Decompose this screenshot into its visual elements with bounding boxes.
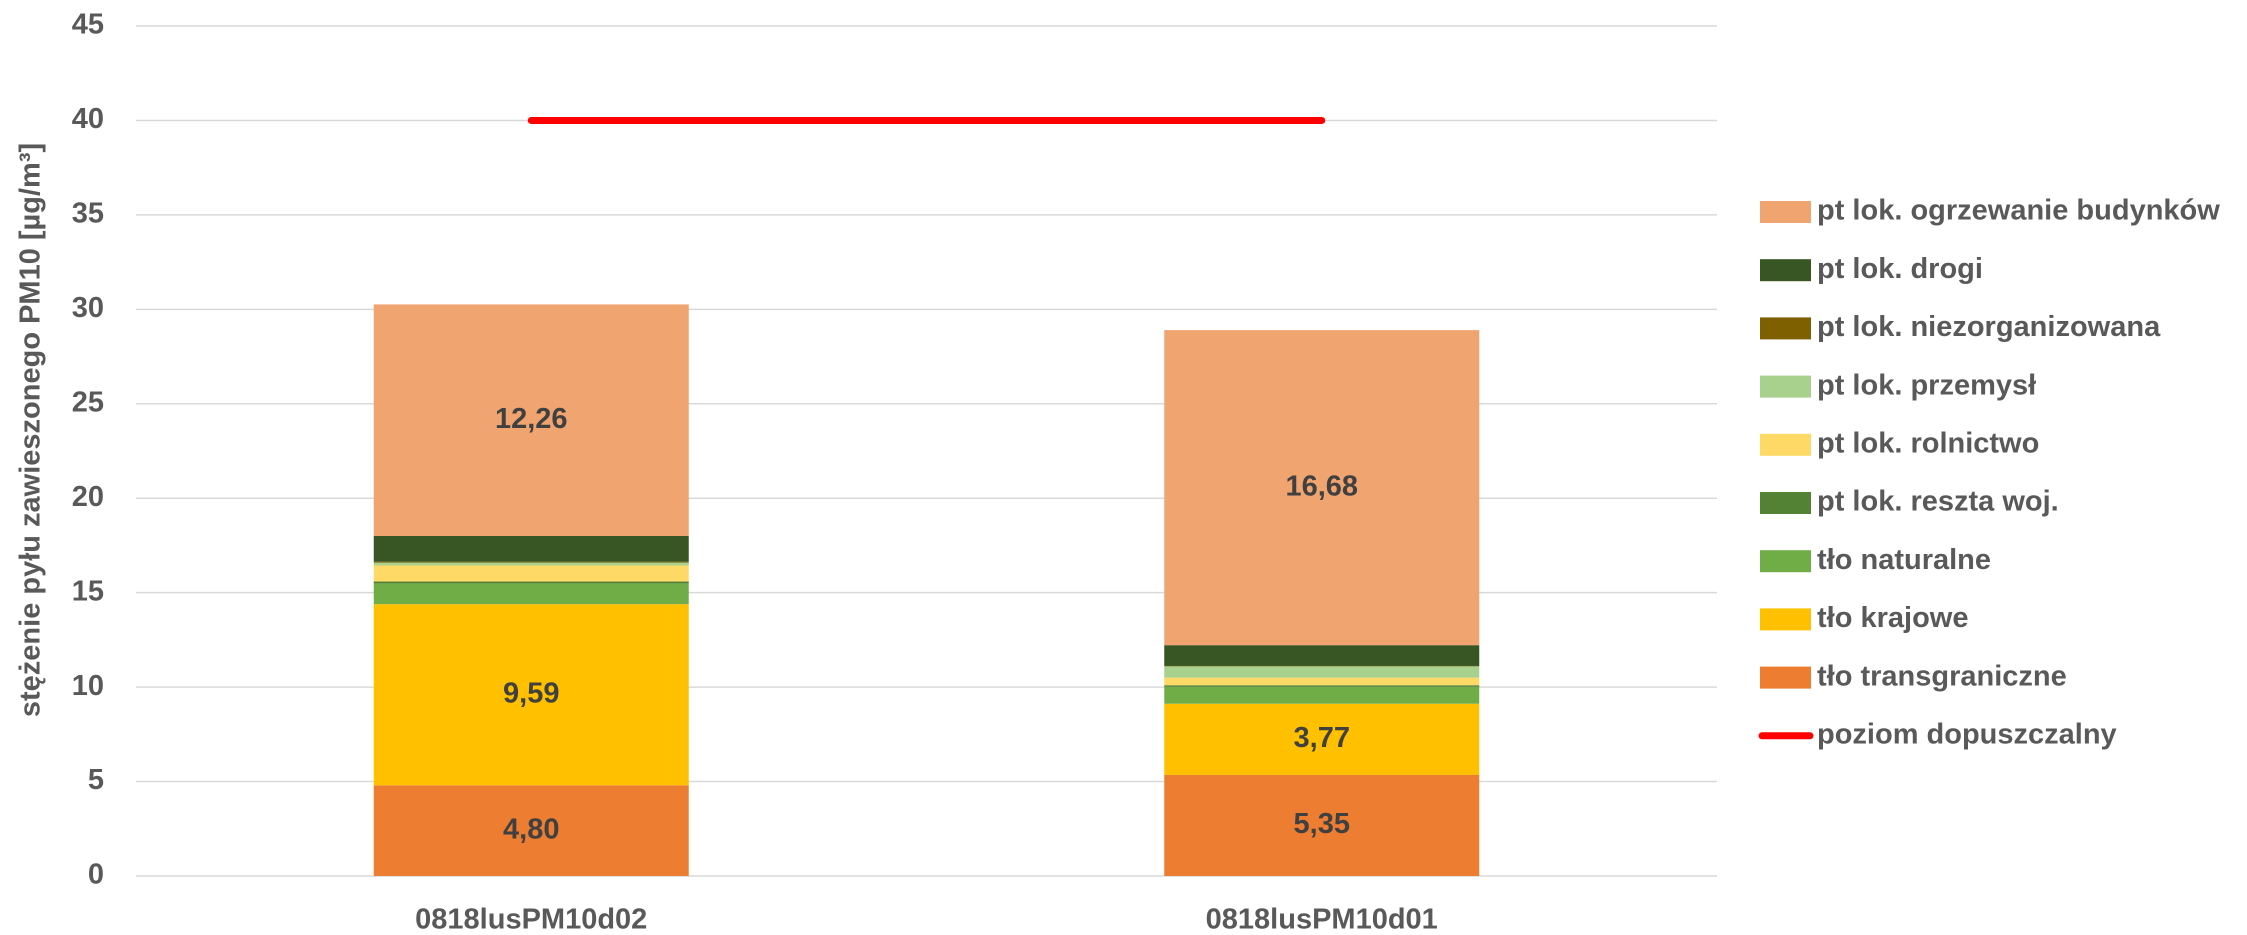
bar-segment (373, 561, 689, 563)
bar-segment (1164, 774, 1480, 876)
data-label: 3,77 (1294, 722, 1350, 754)
legend-label: pt lok. reszta woj. (1817, 486, 2059, 518)
x-tick-label: 0818lusPM10d01 (1206, 904, 1438, 935)
y-tick-label: 10 (72, 670, 104, 702)
legend-label: pt lok. rolnictwo (1817, 427, 2039, 459)
y-tick-label: 30 (72, 292, 104, 324)
legend-swatch (1760, 259, 1811, 282)
legend-swatch (1760, 433, 1811, 456)
bar-segment (373, 562, 689, 566)
legend-label: tło transgraniczne (1817, 660, 2067, 692)
y-tick-label: 45 (72, 9, 104, 41)
legend-swatch (1760, 550, 1811, 573)
bar-segment (373, 565, 689, 582)
bar-segment (373, 536, 689, 562)
data-label: 16,68 (1285, 470, 1358, 502)
data-label: 12,26 (495, 403, 568, 435)
bar-segment (373, 583, 689, 605)
bar-segment (1164, 330, 1480, 646)
bar-segment (1164, 686, 1480, 704)
x-tick-label: 0818lusPM10d02 (415, 904, 647, 935)
legend-label: poziom dopuszczalny (1817, 718, 2117, 750)
bar-segment (373, 785, 689, 876)
bar-segment (1164, 685, 1480, 687)
legend-swatch (1760, 375, 1811, 398)
legend-label: pt lok. przemysł (1817, 369, 2036, 401)
y-tick-label: 5 (88, 764, 104, 796)
legend-label: tło krajowe (1817, 602, 1969, 634)
legend-label: pt lok. drogi (1817, 253, 1983, 285)
legend-label: pt lok. niezorganizowana (1817, 311, 2161, 343)
bar-segment (1164, 666, 1480, 678)
data-label: 4,80 (503, 813, 559, 845)
y-axis-title: stężenie pyłu zawieszonego PM10 [µg/m³] (15, 143, 47, 717)
y-tick-label: 25 (72, 386, 104, 418)
legend-label: tło naturalne (1817, 544, 1991, 576)
bar-segment (1164, 703, 1480, 775)
data-label: 9,59 (503, 677, 559, 709)
legend-swatch (1760, 492, 1811, 514)
y-tick-label: 15 (72, 575, 104, 607)
y-tick-label: 20 (72, 481, 104, 513)
legend-swatch (1760, 201, 1811, 223)
legend-swatch (1760, 608, 1811, 631)
y-tick-label: 0 (88, 859, 104, 891)
bar-segment (1164, 645, 1480, 666)
legend-label: pt lok. ogrzewanie budynków (1817, 195, 2220, 227)
legend-swatch (1760, 317, 1811, 340)
legend-swatch (1760, 666, 1811, 689)
y-tick-label: 35 (72, 198, 104, 230)
y-tick-label: 40 (72, 103, 104, 135)
data-label: 5,35 (1294, 808, 1350, 840)
bar-segment (373, 604, 689, 786)
bar-segment (1164, 677, 1480, 686)
bar-segment (373, 581, 689, 584)
bar-segment (373, 304, 689, 536)
